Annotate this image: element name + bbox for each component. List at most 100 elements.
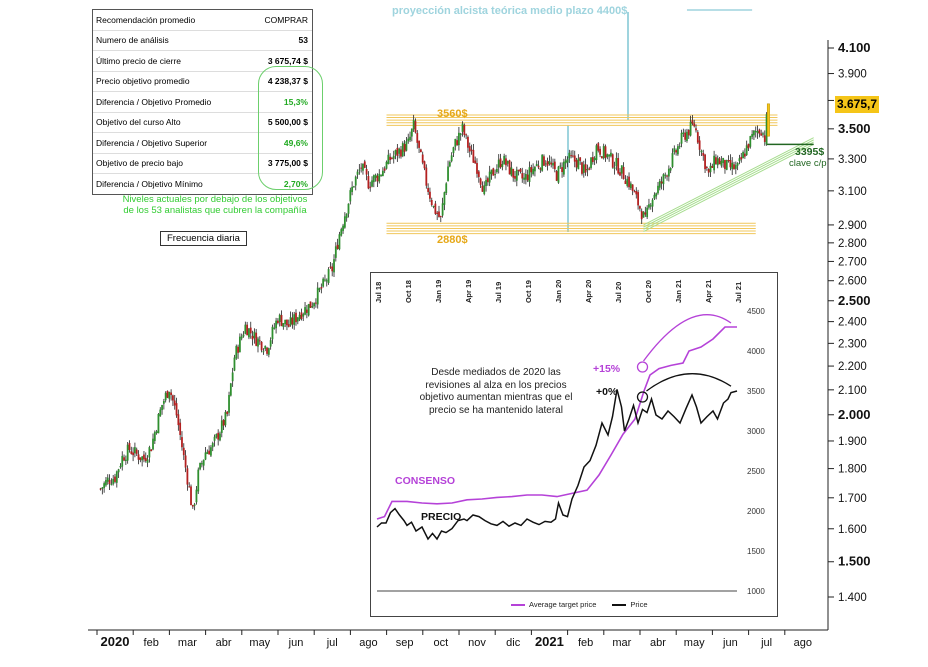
candle-body [736,162,739,166]
candle-body [251,335,254,340]
stats-label: Diferencia / Objetivo Mínimo [96,178,203,189]
x-tick-label: nov [468,637,486,649]
candle-body [526,174,529,181]
stats-label: Precio objetivo promedio [96,76,190,87]
candle-body [586,169,589,171]
analyst-note-line-1: Niveles actuales por debajo de los objet… [122,194,308,205]
candle-body [508,160,511,175]
candle-body [705,167,708,169]
candle-body [557,166,560,183]
y-tick-label: 1.600 [838,524,867,536]
candle-body [458,132,460,146]
candle-body [119,466,122,468]
candle-body [394,150,397,155]
key-level-label: 3395$ [795,146,825,158]
candle-body [515,169,518,181]
candle-body [200,463,203,465]
candle-body [691,120,694,124]
price-circle [636,391,649,403]
frequency-label: Frecuencia diaria [160,231,247,246]
candle-body [715,157,717,165]
candle-body [677,146,679,155]
candle-body [610,152,612,157]
candle-body [224,412,227,426]
candle-body [376,175,379,182]
candle-body [414,121,417,133]
stats-row: Objetivo del curso Alto 5 500,00 $ [93,113,312,133]
candle-body [401,143,404,157]
candle-body [461,123,464,132]
candle-body [240,336,243,339]
candle-body [695,128,697,131]
y-tick-label: 1.900 [838,436,867,448]
candle-body [409,136,411,141]
candle-body [291,317,294,325]
candle-body [613,167,616,169]
candle-body [550,162,553,165]
candle-body [548,161,551,165]
candle-body [506,160,509,164]
candle-body [264,345,267,349]
candle-body [289,317,292,326]
candle-body [553,161,556,170]
stats-value: COMPRAR [264,14,308,25]
candle-body [528,167,531,182]
candle-body [505,158,507,166]
candle-body [144,457,147,462]
candle-body [389,156,392,161]
candle-body [658,181,661,188]
candle-body [467,136,469,148]
x-tick-label: jun [288,637,304,649]
candle-body [590,157,592,168]
x-tick-label: oct [433,637,448,649]
candle-body [541,154,544,171]
candle-body [380,174,382,176]
candle-body [273,327,276,329]
inset-annotation-line-1: Desde mediados de 2020 las [431,367,561,378]
candle-body [340,229,343,236]
resistance-label: 3560$ [437,108,468,120]
stats-label: Diferencia / Objetivo Superior [96,137,208,148]
candle-body [597,143,600,151]
projection-title: proyección alcista teórica medio plazo 4… [392,5,628,17]
stats-label: Objetivo del curso Alto [96,117,181,128]
candle-body [410,128,413,137]
candle-body [709,165,712,173]
candle-body [338,234,341,250]
candle-body [336,244,339,249]
candle-body [246,324,249,336]
candle-body [595,145,598,160]
candle-body [696,132,699,143]
candle-body [669,167,672,171]
candle-body [655,193,658,197]
candle-body [629,183,632,189]
candle-body [135,449,138,454]
candle-body [400,149,402,157]
legend-item-target: Average target price [511,600,596,609]
stats-value: 49,6% [283,137,308,148]
candle-body [228,395,230,413]
candle-body [454,138,457,147]
candle-body [535,164,538,166]
candle-body [128,442,131,450]
x-tick-label: ago [359,637,377,649]
trend-channel-line [643,143,814,232]
candle-body [318,288,321,291]
x-tick-label: feb [578,637,593,649]
x-tick-label: jul [326,637,338,649]
candle-body [181,437,183,448]
candle-body [626,178,629,186]
candle-body [673,148,676,153]
candle-body [572,155,574,157]
candle-body [210,447,212,456]
candle-body [664,174,667,176]
candle-body [727,160,730,162]
inset-y-tick: 4500 [747,307,765,316]
candle-body [199,462,201,470]
candle-body [258,340,261,342]
candle-body [738,158,741,162]
candle-body [213,436,216,441]
stats-label: Último precio de cierre [96,55,182,66]
candle-body [749,136,752,147]
